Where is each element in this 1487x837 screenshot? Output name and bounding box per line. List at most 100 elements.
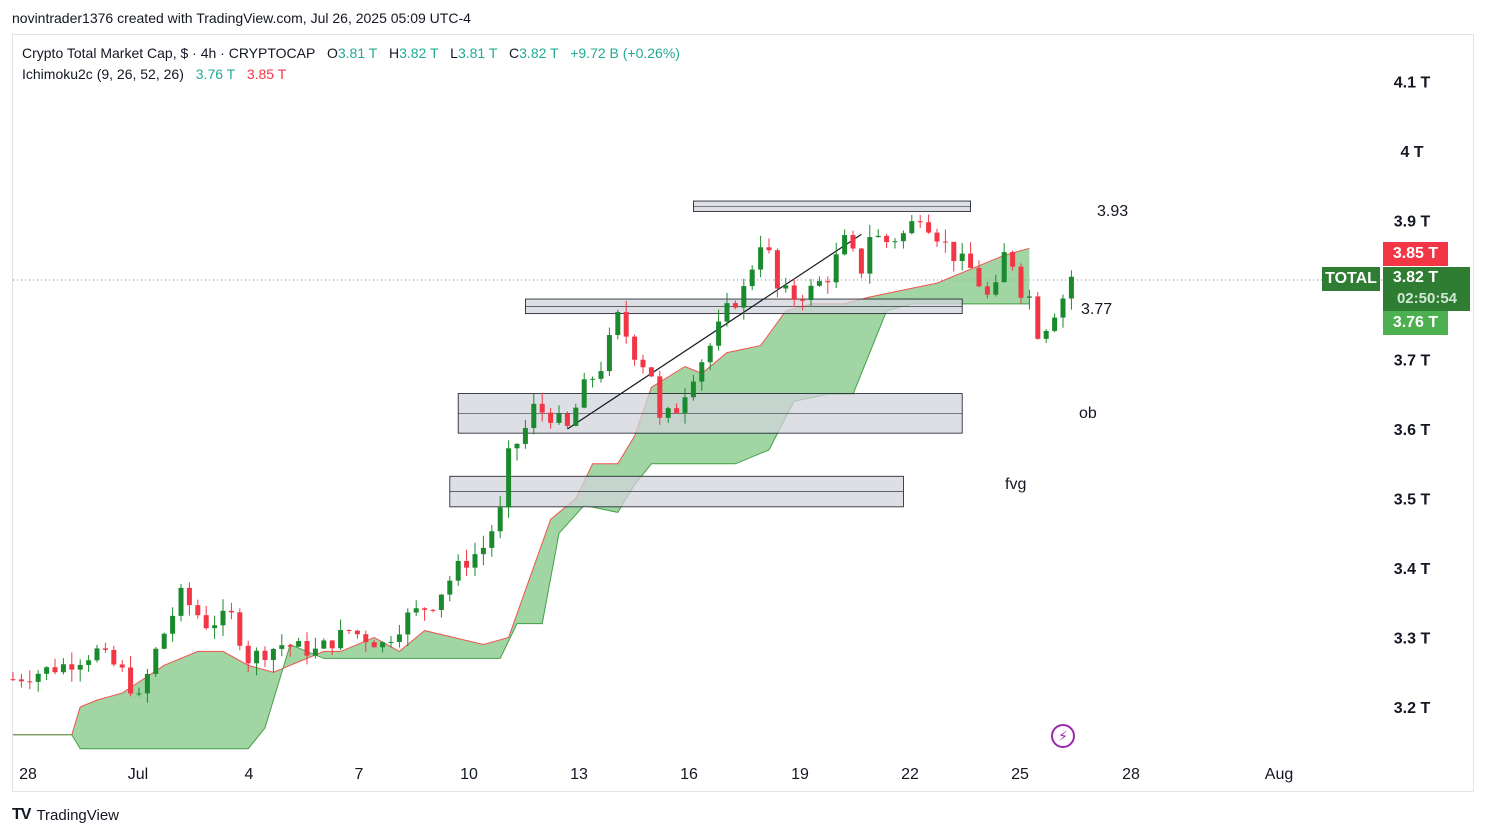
candle-body [674,408,680,413]
close-value: 3.82 T [519,45,559,61]
y-axis[interactable]: 3.2 T3.3 T3.4 T3.5 T3.6 T3.7 T3.8 T3.9 T… [1394,75,1431,718]
candle-body [52,667,58,673]
candle-body [850,235,856,249]
candle-body [825,281,831,283]
y-tick-label: 3.3 T [1394,631,1431,648]
candle-body [287,645,293,647]
candle-body [94,648,100,661]
candle-body [1035,296,1041,339]
candle-body [816,281,822,286]
candle-body [111,649,117,665]
candle-body [783,285,789,289]
high-label: H [388,45,400,61]
span-b-badge: 3.76 T [1383,311,1448,335]
x-tick-label: 13 [570,766,588,783]
candle-body [716,321,722,346]
y-tick-label: 3.9 T [1394,214,1431,231]
candle-body [690,381,696,398]
candle-body [480,547,486,555]
candle-body [514,443,520,449]
trendline[interactable] [567,233,862,430]
candle-body [35,673,41,682]
candle-body [279,645,285,649]
candle-body [44,667,50,674]
candle-body [934,232,940,242]
candle-body [396,634,402,642]
brand-name[interactable]: TradingView [36,806,119,824]
candle-body [833,254,839,283]
symbol-badge: TOTAL [1322,267,1380,291]
x-tick-label: 10 [460,766,478,783]
candle-body [354,630,360,635]
x-axis[interactable]: 28 Jul 4 7 10 13 16 19 22 25 28 Aug [19,766,1293,783]
x-tick-label: 28 [19,766,37,783]
candle-body [959,253,965,262]
candle-body [455,560,461,581]
tradingview-logo-icon[interactable]: TV [12,806,31,823]
candle-body [892,241,898,243]
y-tick-label: 3.6 T [1394,422,1431,439]
cloud-fill [13,248,1030,749]
candle-body [338,630,344,649]
high-value: 3.82 T [399,45,439,61]
candles [10,214,1074,703]
candle-body [497,507,503,532]
candle-body [371,642,377,648]
candle-body [699,362,705,382]
candle-body [178,587,184,616]
candle-body [1052,317,1058,331]
x-tick-label: 19 [791,766,809,783]
candle-body [77,664,83,670]
indicator-value-a: 3.76 T [195,66,235,82]
candle-body [329,640,335,649]
indicator-value-b: 3.85 T [246,66,287,82]
symbol-title[interactable]: Crypto Total Market Cap, $ · 4h · CRYPTO… [22,45,316,61]
candle-body [380,642,386,648]
candle-body [707,345,713,363]
chart-frame [12,34,1474,792]
candle-body [128,667,134,694]
candle-body [724,303,730,322]
candle-body [245,645,251,664]
candle-body [926,222,932,233]
candle-body [388,641,394,643]
open-value: 3.81 T [337,45,378,61]
candle-body [195,605,201,616]
candle-body [682,397,688,413]
candle-body [556,413,562,423]
candle-body [203,615,209,629]
y-tick-label: 4 T [1400,144,1423,161]
candle-body [842,235,848,255]
candle-body [539,403,545,413]
candle-body [119,664,125,668]
candle-body [875,235,881,238]
candle-body [1043,330,1049,339]
candle-body [867,237,873,274]
candle-body [60,664,66,673]
candle-body [564,413,570,426]
candle-body [791,285,797,300]
candle-body [413,608,419,613]
low-value: 3.81 T [457,45,498,61]
label-fvg: fvg [1005,476,1026,493]
candle-body [186,587,192,606]
candle-body [640,359,646,368]
candle-body [615,312,621,336]
candle-body [993,282,999,295]
close-label: C [509,45,520,61]
candle-body [170,615,176,634]
label-393: 3.93 [1097,203,1128,220]
candle-body [1001,252,1007,283]
price-value: 3.82 T [1392,269,1439,286]
candle-body [254,650,260,664]
lightning-icon[interactable]: ⚡ [1051,724,1075,748]
x-tick-label: 16 [680,766,698,783]
candle-body [489,531,495,548]
indicator-name[interactable]: Ichimoku2c (9, 26, 52, 26) [22,66,184,82]
footer: TV TradingView [12,806,119,824]
label-377: 3.77 [1081,301,1112,318]
candle-body [606,335,612,372]
candle-body [581,379,587,408]
candle-body [69,664,75,670]
